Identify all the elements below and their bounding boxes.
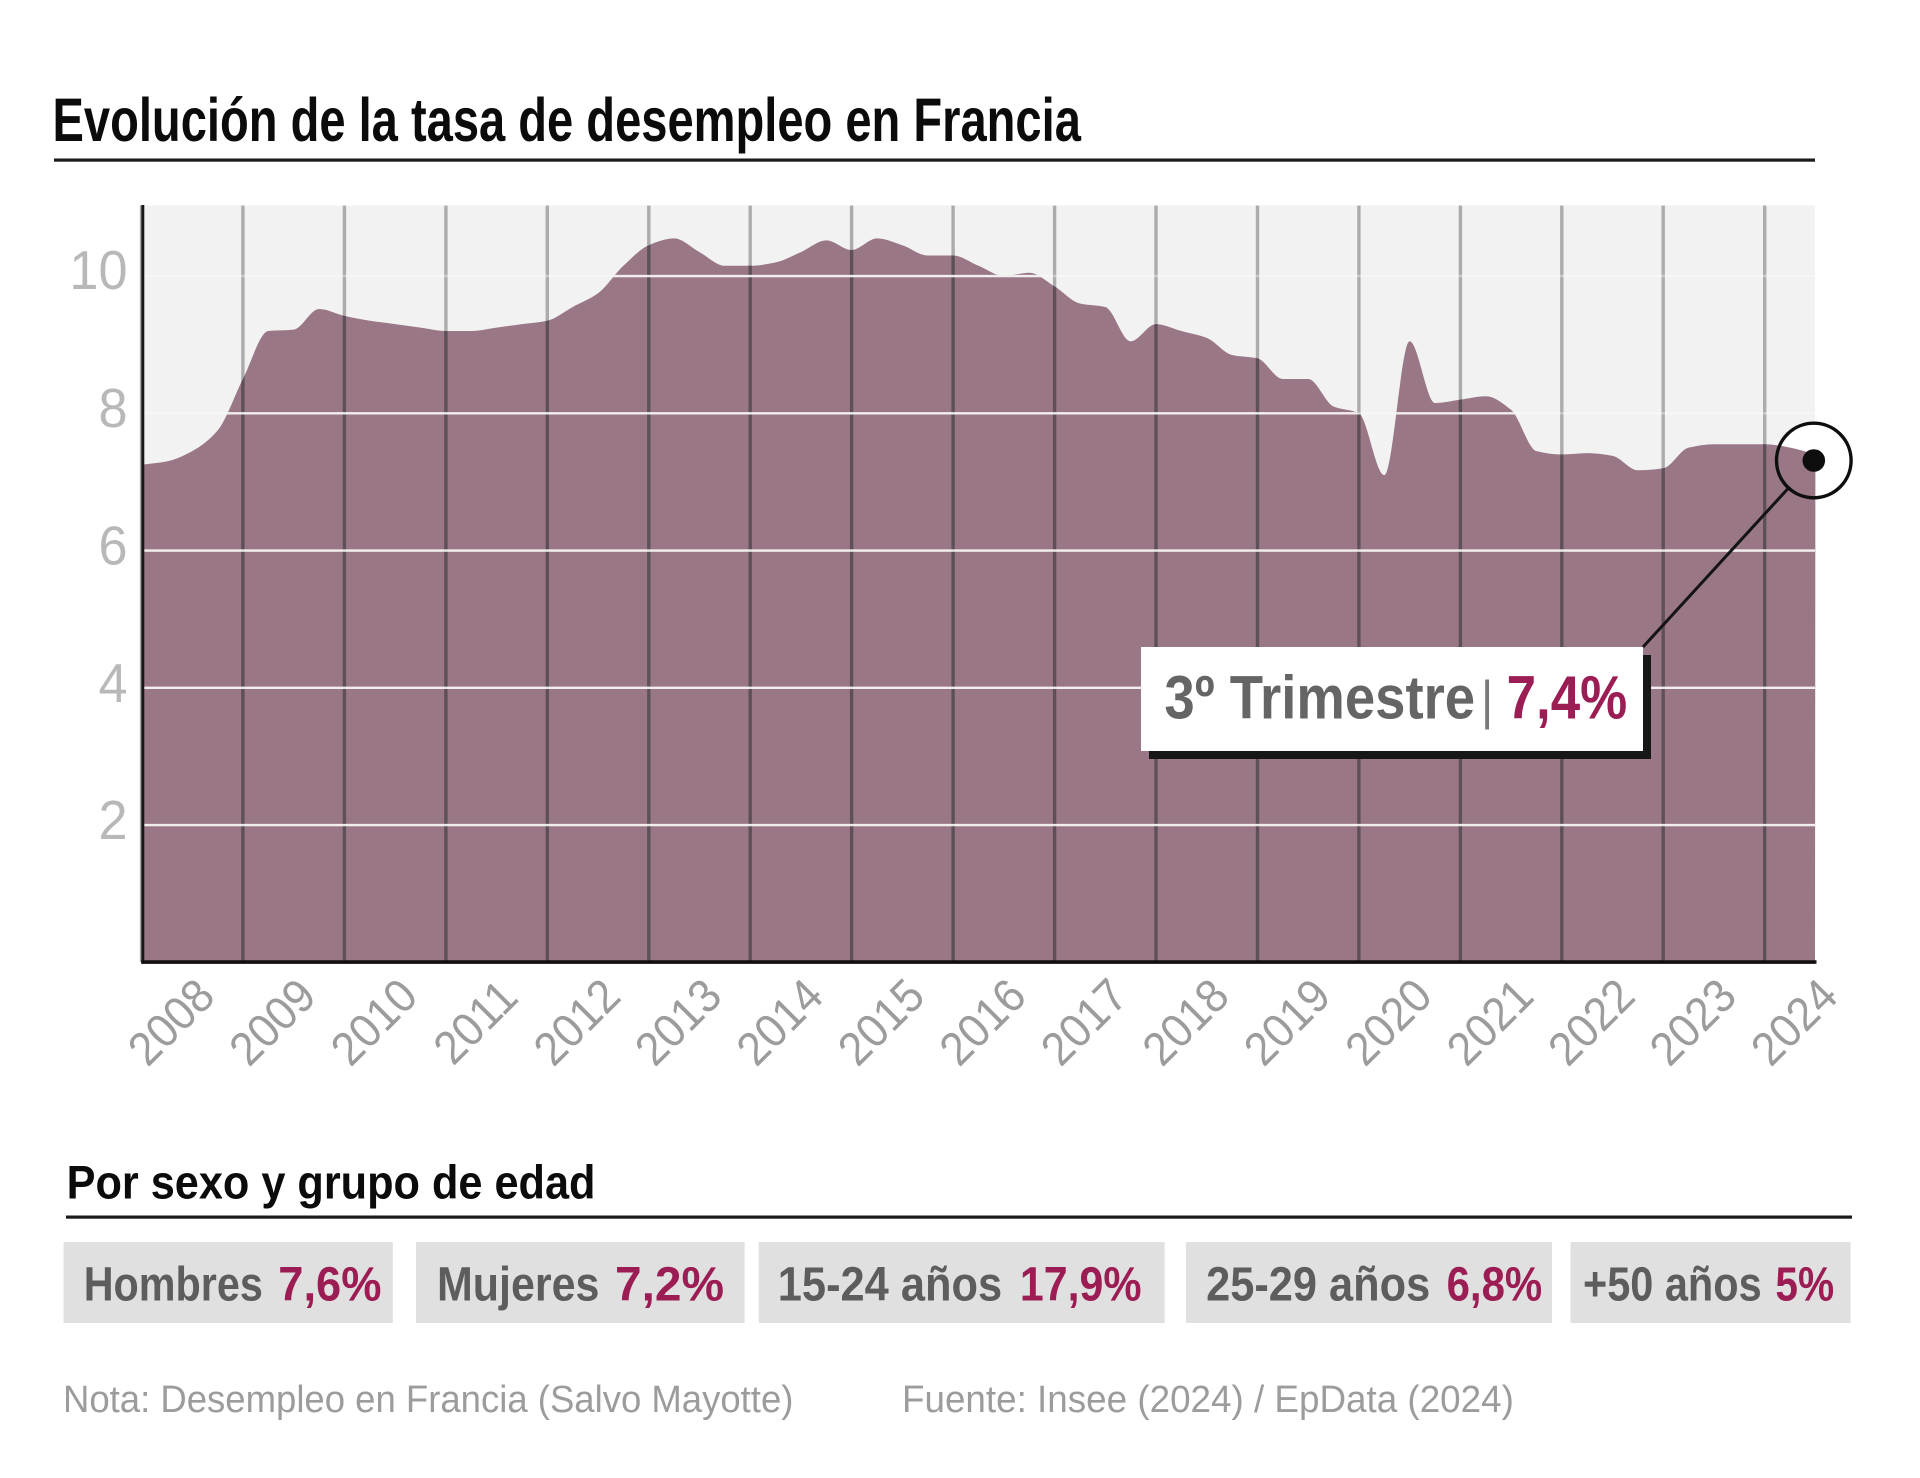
- svg-text:25-29 años: 25-29 años: [1206, 1257, 1430, 1311]
- svg-text:Fuente: Insee (2024) / EpData: Fuente: Insee (2024) / EpData (2024): [902, 1377, 1514, 1420]
- svg-text:Evolución de la tasa de desemp: Evolución de la tasa de desempleo en Fra…: [53, 85, 1082, 155]
- svg-text:7,2%: 7,2%: [615, 1258, 724, 1311]
- svg-text:Nota: Desempleo en Francia (Sa: Nota: Desempleo en Francia (Salvo Mayott…: [63, 1377, 793, 1420]
- svg-text:15-24 años: 15-24 años: [778, 1257, 1002, 1310]
- svg-text:2: 2: [98, 790, 127, 852]
- svg-text:7,6%: 7,6%: [278, 1257, 381, 1310]
- svg-text:Mujeres: Mujeres: [437, 1257, 599, 1311]
- svg-text:17,9%: 17,9%: [1020, 1257, 1142, 1311]
- svg-text:4: 4: [98, 653, 127, 715]
- svg-text:3º Trimestre: 3º Trimestre: [1164, 665, 1475, 732]
- svg-text:7,4%: 7,4%: [1507, 664, 1628, 732]
- svg-text:10: 10: [69, 240, 127, 302]
- svg-text:8: 8: [98, 378, 127, 440]
- svg-text:6: 6: [98, 515, 127, 577]
- svg-text:Por sexo y grupo de edad: Por sexo y grupo de edad: [67, 1156, 596, 1209]
- svg-text:|: |: [1481, 669, 1493, 730]
- svg-text:+50 años: +50 años: [1583, 1257, 1762, 1312]
- svg-text:6,8%: 6,8%: [1447, 1257, 1543, 1311]
- svg-text:5%: 5%: [1775, 1258, 1834, 1311]
- svg-text:Hombres: Hombres: [84, 1258, 263, 1312]
